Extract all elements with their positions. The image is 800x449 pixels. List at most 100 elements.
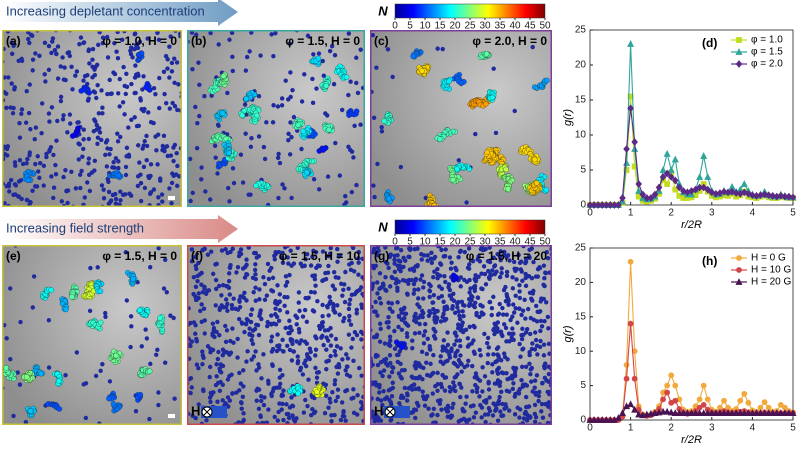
particle xyxy=(49,50,54,56)
particle xyxy=(324,347,329,352)
particle xyxy=(473,131,478,137)
particle xyxy=(273,31,278,36)
particle xyxy=(200,289,206,295)
particle xyxy=(289,395,294,400)
cluster-particle xyxy=(450,272,457,279)
particle xyxy=(320,302,325,308)
particle xyxy=(257,287,262,292)
particle xyxy=(87,308,93,314)
particle xyxy=(429,260,435,265)
particle xyxy=(316,51,322,56)
particle xyxy=(54,51,59,57)
particle xyxy=(391,365,396,370)
particle xyxy=(458,284,463,289)
particle xyxy=(311,177,317,182)
particle xyxy=(189,339,195,344)
particle xyxy=(119,37,125,42)
particle xyxy=(332,287,338,292)
field-into-page xyxy=(386,408,394,416)
particle xyxy=(320,324,325,329)
particle xyxy=(74,350,80,355)
micrograph-background xyxy=(2,245,182,425)
particle xyxy=(23,419,29,425)
particle xyxy=(390,309,395,314)
particle xyxy=(406,281,411,286)
particle xyxy=(516,252,521,258)
data-point xyxy=(667,173,675,181)
particle xyxy=(327,396,332,401)
particle xyxy=(86,136,92,142)
particle xyxy=(544,300,549,305)
particle xyxy=(248,312,254,318)
particle xyxy=(445,330,450,335)
particle xyxy=(377,390,382,395)
particle xyxy=(299,338,304,343)
particle xyxy=(244,54,250,60)
particle xyxy=(514,277,519,282)
particle xyxy=(460,320,465,325)
particle xyxy=(416,386,421,391)
particle xyxy=(300,314,306,319)
particle xyxy=(445,404,451,409)
particle xyxy=(489,306,495,311)
particle xyxy=(46,111,52,116)
particle xyxy=(473,410,479,415)
particle xyxy=(31,274,37,279)
particle xyxy=(443,316,449,322)
particle xyxy=(189,259,195,264)
x-tick-label: 1 xyxy=(628,208,634,219)
particle xyxy=(123,172,129,178)
particle xyxy=(95,141,100,146)
particle xyxy=(354,289,359,295)
particle xyxy=(265,323,270,329)
header-arrow xyxy=(2,215,238,243)
particle xyxy=(462,249,467,255)
particle xyxy=(273,306,278,311)
particle xyxy=(30,305,36,310)
particle xyxy=(304,319,310,325)
particle xyxy=(348,147,353,153)
particle xyxy=(335,394,340,400)
particle xyxy=(426,281,432,287)
particle xyxy=(227,352,232,357)
particle xyxy=(215,171,220,176)
data-point xyxy=(663,150,671,157)
particle xyxy=(289,328,294,333)
panel-label: (c) xyxy=(374,34,389,48)
particle xyxy=(291,261,297,266)
particle xyxy=(459,385,464,390)
particle xyxy=(230,54,235,60)
particle xyxy=(287,405,293,410)
panel-border xyxy=(187,245,365,425)
particle xyxy=(101,187,106,192)
particle xyxy=(19,56,24,62)
particle xyxy=(416,296,421,301)
particle xyxy=(479,286,484,291)
particle xyxy=(347,318,352,323)
data-point xyxy=(700,382,707,389)
cluster-particle xyxy=(419,68,425,74)
particle xyxy=(312,409,318,415)
particle xyxy=(335,371,341,376)
particle xyxy=(475,295,481,300)
cluster-particle xyxy=(243,95,250,102)
particle xyxy=(4,146,10,152)
particle xyxy=(396,324,401,330)
particle xyxy=(418,277,423,282)
particle xyxy=(333,140,338,146)
particle xyxy=(147,416,152,422)
cluster-particle xyxy=(56,406,63,412)
particle xyxy=(73,73,78,78)
particle xyxy=(517,260,523,266)
particle xyxy=(197,82,202,88)
particle xyxy=(78,185,83,191)
cluster-particle xyxy=(343,74,350,80)
particle xyxy=(464,394,469,399)
particle xyxy=(432,254,438,260)
data-point xyxy=(623,145,630,153)
particle xyxy=(423,321,428,327)
particle xyxy=(105,146,110,151)
particle xyxy=(437,261,443,266)
particle xyxy=(473,371,479,376)
